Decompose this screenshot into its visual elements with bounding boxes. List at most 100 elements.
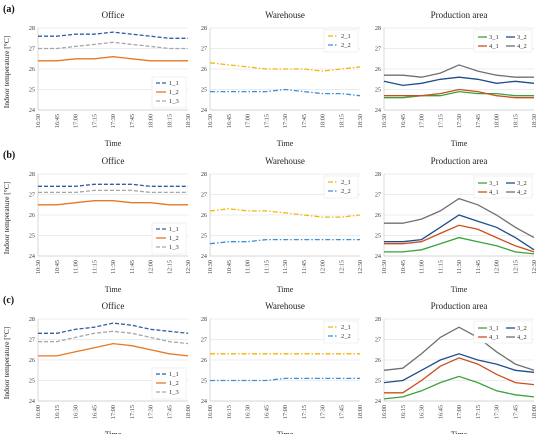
- series-line-2_2: [210, 88, 361, 97]
- series-line-1_3: [38, 41, 188, 50]
- x-axis-label: Time: [277, 139, 294, 148]
- x-tick-label: 17:15: [91, 114, 98, 128]
- y-tick-label: 28: [375, 316, 381, 323]
- x-tick-label: 18:00: [494, 114, 501, 128]
- chart-title: Office: [102, 301, 125, 311]
- y-tick-label: 25: [29, 233, 35, 240]
- y-tick-label: 25: [201, 87, 207, 94]
- legend: 2_12_2: [323, 29, 359, 53]
- y-tick-label: 24: [201, 253, 207, 260]
- legend: 2_12_2: [323, 175, 359, 199]
- legend-label: 2_1: [341, 324, 351, 331]
- legend-label: 3_2: [517, 325, 527, 332]
- x-tick-label: 17:15: [475, 405, 482, 419]
- legend-label: 2_2: [341, 333, 351, 340]
- legend-label: 3_2: [517, 180, 527, 187]
- y-tick-label: 28: [375, 25, 381, 32]
- x-tick-label: 17:00: [282, 405, 289, 419]
- x-axis-label: Time: [451, 285, 468, 294]
- y-tick-label: 25: [29, 378, 35, 385]
- legend: 1_1 1_2 1_3: [151, 367, 187, 400]
- x-tick-label: 11:15: [263, 260, 270, 274]
- legend-label: 1_2: [169, 380, 179, 387]
- series-line-3_2: [383, 76, 535, 87]
- legend-box: [473, 320, 533, 344]
- chart-panel-1-1: Office 24 25 26 27 28 16:30 16:45 17:00 17:15 17:3…: [29, 10, 192, 148]
- x-tick-label: 17:45: [475, 114, 482, 128]
- x-tick-label: 10:45: [400, 260, 407, 274]
- x-tick-label: 11:30: [456, 260, 463, 274]
- x-tick-label: 12:00: [494, 260, 501, 274]
- x-tick-label: 16:45: [226, 114, 233, 128]
- series-line-4_2: [384, 197, 535, 239]
- legend-label: 1_3: [169, 389, 179, 396]
- x-tick-label: 18:15: [512, 114, 519, 128]
- y-tick-label: 27: [375, 46, 381, 53]
- y-axis-label-b: Indoor temperature [°C]: [2, 182, 11, 255]
- y-tick-label: 24: [375, 398, 381, 405]
- y-tick-label: 26: [201, 212, 207, 219]
- y-tick-label: 24: [375, 107, 381, 114]
- x-tick-label: 18:00: [185, 405, 192, 419]
- panel-tag-b: (b): [3, 150, 15, 161]
- x-tick-label: 17:15: [263, 114, 270, 128]
- panel-tag-c: (c): [3, 295, 14, 306]
- x-tick-label: 18:30: [531, 114, 538, 128]
- legend-label: 1_2: [169, 235, 179, 242]
- y-tick-label: 26: [29, 357, 35, 364]
- legend: 3_1 3_2 4_1 4_2: [473, 29, 533, 53]
- x-axis-label: Time: [451, 430, 468, 434]
- legend-label: 4_2: [517, 189, 527, 196]
- x-tick-label: 17:45: [301, 114, 308, 128]
- x-axis-label: Time: [451, 139, 468, 148]
- series-line-3_2: [384, 214, 535, 251]
- y-tick-label: 24: [201, 398, 207, 405]
- x-tick-label: 12:15: [338, 260, 345, 274]
- y-tick-label: 25: [375, 233, 381, 240]
- x-tick-label: 11:45: [475, 260, 482, 274]
- x-tick-label: 17:00: [456, 405, 463, 419]
- series-line-3_1: [383, 375, 535, 400]
- series-line-1_2: [38, 200, 188, 206]
- x-tick-label: 10:45: [54, 260, 61, 274]
- x-tick-label: 17:45: [338, 405, 345, 419]
- y-tick-label: 25: [201, 378, 207, 385]
- y-tick-label: 25: [29, 87, 35, 94]
- chart-panel-2-2: Warehouse 24 25 26 27 28 10:30 10:45 11:00 11:15 1…: [201, 156, 364, 294]
- chart-panel-3-1: Office 24 25 26 27 28 16:00 16:15 16:30 16:45 17:0…: [29, 301, 192, 434]
- y-axis-label-a: Indoor temperature [°C]: [2, 36, 11, 109]
- y-tick-label: 27: [29, 46, 35, 53]
- series-line-4_2: [383, 326, 535, 371]
- y-tick-label: 26: [201, 66, 207, 73]
- chart-panel-3-3: Production area 24 25 26 27 28 16:00 16:15 16:30…: [375, 301, 538, 434]
- x-tick-label: 11:00: [419, 260, 426, 274]
- legend-label: 3_1: [489, 180, 499, 187]
- x-axis-label: Time: [105, 285, 122, 294]
- x-tick-label: 12:00: [320, 260, 327, 274]
- legend-label: 1_2: [169, 89, 179, 96]
- chart-title: Office: [102, 10, 125, 20]
- legend-label: 4_1: [489, 189, 499, 196]
- y-tick-label: 26: [29, 66, 35, 73]
- y-tick-label: 28: [29, 25, 35, 32]
- series-line-4_1: [384, 357, 535, 394]
- x-tick-label: 17:15: [301, 405, 308, 419]
- x-tick-label: 18:00: [531, 405, 538, 419]
- x-tick-label: 12:30: [185, 260, 192, 274]
- y-tick-label: 27: [29, 337, 35, 344]
- legend-label: 3_2: [517, 34, 527, 41]
- legend-box: [473, 175, 533, 199]
- legend-label: 2_2: [341, 42, 351, 49]
- x-tick-label: 16:45: [437, 405, 444, 419]
- x-tick-label: 11:30: [282, 260, 289, 274]
- chart-panel-1-3: Production area 24 25 26 27 28 16:30 16:45 17:00…: [375, 10, 538, 148]
- x-tick-label: 18:00: [148, 114, 155, 128]
- x-tick-label: 16:00: [35, 405, 42, 419]
- chart-panel-1-2: Warehouse 24 25 26 27 28 16:30 16:45 17:00 17:15 1…: [201, 10, 364, 148]
- y-tick-label: 25: [375, 378, 381, 385]
- x-axis-label: Time: [277, 285, 294, 294]
- x-axis-label: Time: [105, 430, 122, 434]
- y-tick-label: 27: [375, 192, 381, 199]
- x-tick-label: 16:30: [419, 405, 426, 419]
